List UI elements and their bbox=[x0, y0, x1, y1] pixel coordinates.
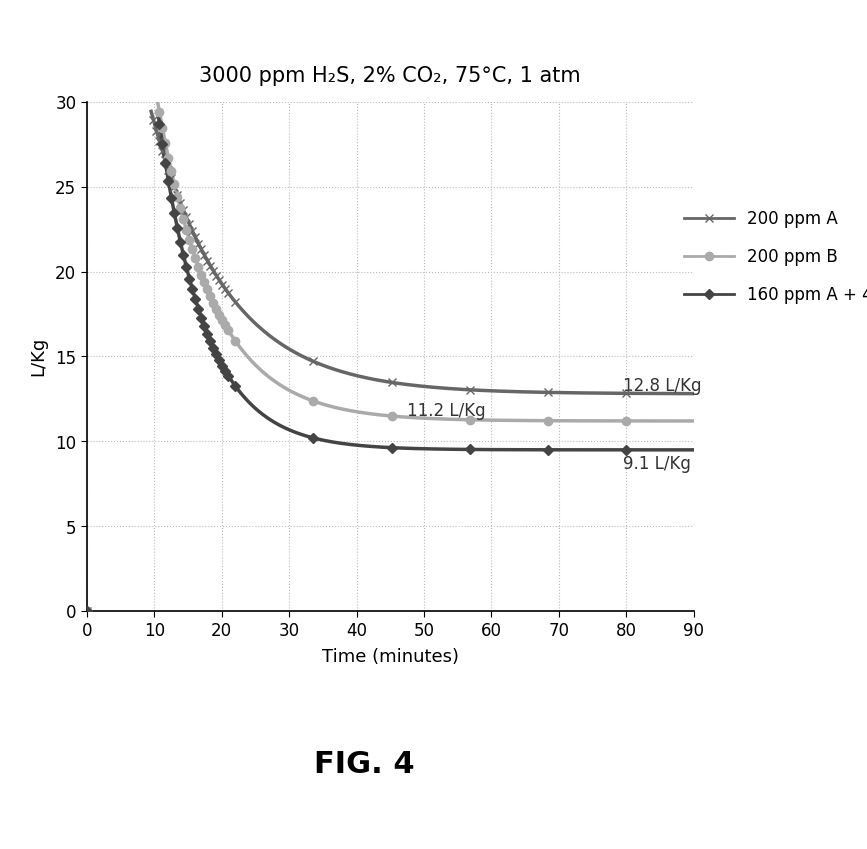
Text: 12.8 L/Kg: 12.8 L/Kg bbox=[623, 376, 701, 395]
X-axis label: Time (minutes): Time (minutes) bbox=[322, 648, 459, 666]
Text: 9.1 L/Kg: 9.1 L/Kg bbox=[623, 454, 691, 473]
Y-axis label: L/Kg: L/Kg bbox=[29, 337, 47, 376]
Text: 11.2 L/Kg: 11.2 L/Kg bbox=[407, 402, 486, 420]
Text: FIG. 4: FIG. 4 bbox=[314, 750, 414, 779]
Legend: 200 ppm A, 200 ppm B, 160 ppm A + 40 ppm B: 200 ppm A, 200 ppm B, 160 ppm A + 40 ppm… bbox=[676, 204, 867, 311]
Title: 3000 ppm H₂S, 2% CO₂, 75°C, 1 atm: 3000 ppm H₂S, 2% CO₂, 75°C, 1 atm bbox=[199, 66, 581, 87]
